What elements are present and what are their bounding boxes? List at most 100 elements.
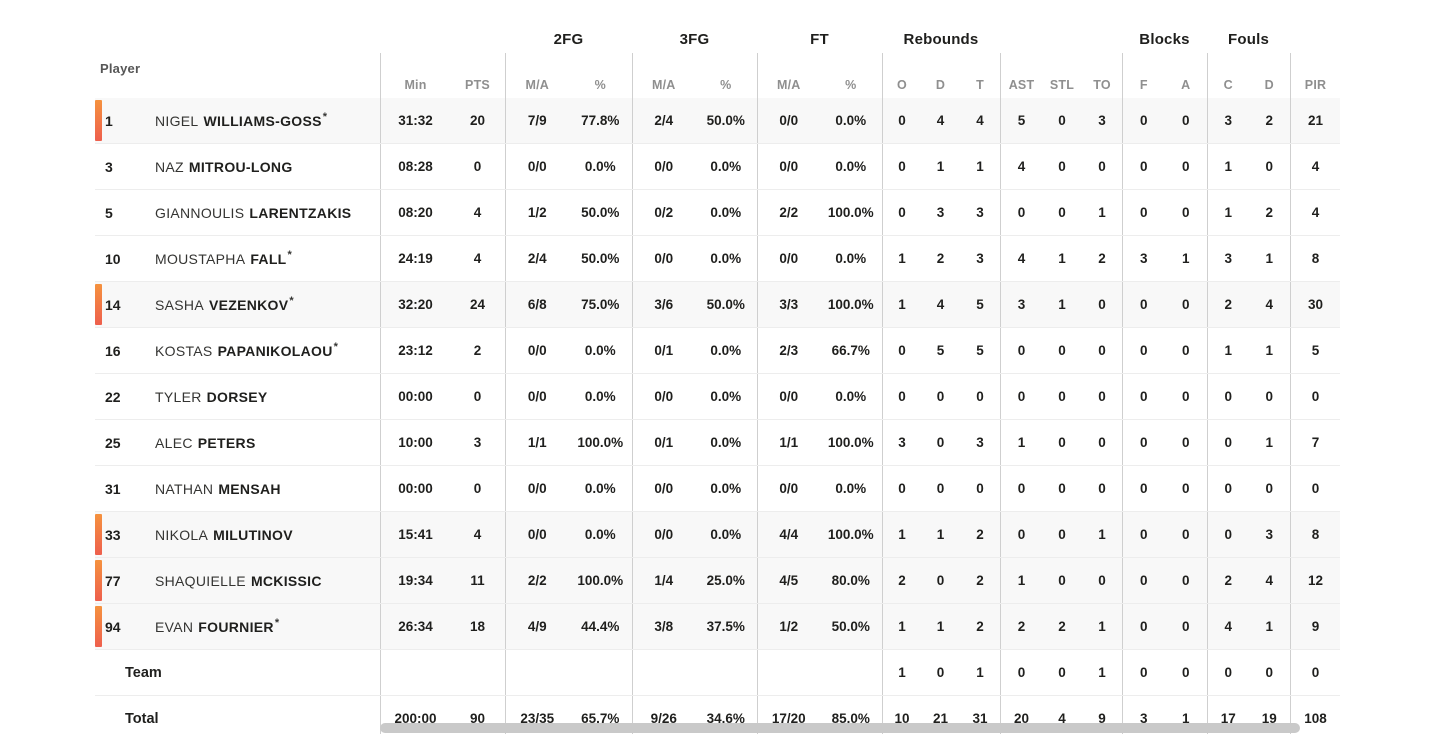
player-first-name: TYLER (155, 388, 202, 405)
stat-ft-pct: 0.0% (835, 159, 867, 174)
jersey-number: 31 (105, 480, 121, 497)
stat-blocks-for: 3 (1122, 696, 1165, 734)
stat-blocks-for: 0 (1122, 144, 1165, 189)
stat-reb-offensive: 0 (882, 374, 921, 419)
jersey-number: 25 (105, 434, 121, 451)
player-first-name: NAZ (155, 158, 184, 175)
player-row[interactable]: 5 GIANNOULIS LARENTZAKIS 08:20 4 1/2 50.0… (95, 190, 1340, 236)
stat-steals: 0 (1058, 113, 1066, 128)
stat-turnovers: 1 (1098, 527, 1106, 542)
player-name[interactable] (162, 665, 167, 681)
stat-reb-defensive: 1 (936, 159, 945, 174)
stat-ft-ma (757, 650, 820, 695)
player-cell: 5 GIANNOULIS LARENTZAKIS (95, 190, 380, 235)
stat-ft-pct: 0.0% (835, 251, 867, 266)
player-row[interactable]: 10 MOUSTAPHA FALL* 24:19 4 2/4 50.0% 0/0 … (95, 236, 1340, 282)
player-name[interactable]: NATHAN MENSAH (155, 481, 281, 497)
stat-reb-defensive: 5 (936, 343, 945, 358)
player-name[interactable]: SHAQUIELLE MCKISSIC (155, 573, 322, 589)
player-name[interactable]: ALEC PETERS (155, 435, 256, 451)
stat-2fg-ma: 1/1 (505, 420, 569, 465)
stat-3fg-ma: 0/0 (632, 374, 695, 419)
stat-reb-defensive: 0 (936, 435, 945, 450)
stat-fouls-committed: 0 (1207, 374, 1249, 419)
player-name[interactable]: TYLER DORSEY (155, 389, 268, 405)
player-row[interactable]: 33 NIKOLA MILUTINOV 15:41 4 0/0 0.0% 0/0 … (95, 512, 1340, 558)
player-row[interactable]: 94 EVAN FOURNIER* 26:34 18 4/9 44.4% 3/8 … (95, 604, 1340, 650)
column-header-blk-f: F (1122, 53, 1165, 98)
stat-pir: 7 (1290, 420, 1340, 465)
stat-fouls-drawn: 3 (1265, 527, 1273, 542)
stat-3fg-pct: 50.0% (706, 113, 745, 128)
player-row[interactable]: 3 NAZ MITROU-LONG 08:28 0 0/0 0.0% 0/0 0.… (95, 144, 1340, 190)
starter-mark: * (287, 248, 293, 261)
stat-2fg-pct: 0.0% (584, 527, 616, 542)
stat-2fg-pct: 44.4% (581, 619, 620, 634)
player-row[interactable]: 25 ALEC PETERS 10:00 3 1/1 100.0% 0/1 0.0… (95, 420, 1340, 466)
stat-fouls-drawn: 4 (1265, 297, 1273, 312)
stat-fouls-drawn: 0 (1265, 665, 1273, 680)
stat-turnovers: 0 (1098, 343, 1106, 358)
row-label: Team (125, 664, 162, 681)
stat-blocks-for: 0 (1122, 420, 1165, 465)
stat-pts: 0 (473, 389, 482, 404)
player-name[interactable]: NIGEL WILLIAMS-GOSS* (155, 111, 327, 129)
player-name[interactable] (159, 711, 164, 727)
stat-pir: 0 (1290, 374, 1340, 419)
player-row[interactable]: 31 NATHAN MENSAH 00:00 0 0/0 0.0% 0/0 0.0… (95, 466, 1340, 512)
stat-reb-total: 2 (976, 527, 984, 542)
stat-turnovers: 1 (1098, 619, 1106, 634)
stat-turnovers: 3 (1098, 113, 1106, 128)
stat-blocks-against: 0 (1181, 573, 1190, 588)
stat-2fg-ma: 0/0 (505, 144, 569, 189)
player-name[interactable]: KOSTAS PAPANIKOLAOU* (155, 341, 338, 359)
stat-reb-offensive: 1 (882, 282, 921, 327)
jersey-number: 10 (105, 250, 121, 267)
stat-assists: 0 (1000, 650, 1042, 695)
stat-steals: 0 (1058, 159, 1066, 174)
player-row[interactable]: 16 KOSTAS PAPANIKOLAOU* 23:12 2 0/0 0.0% … (95, 328, 1340, 374)
stat-turnovers: 1 (1098, 205, 1106, 220)
player-name[interactable]: MOUSTAPHA FALL* (155, 248, 293, 267)
stat-2fg-pct: 77.8% (581, 113, 620, 128)
player-cell: 16 KOSTAS PAPANIKOLAOU* (95, 328, 380, 373)
player-name[interactable]: SASHA VEZENKOV* (155, 295, 294, 313)
stat-blocks-for: 0 (1122, 190, 1165, 235)
player-row[interactable]: 77 SHAQUIELLE MCKISSIC 19:34 11 2/2 100.0… (95, 558, 1340, 604)
stat-3fg-pct: 0.0% (710, 435, 742, 450)
stat-pts: 3 (473, 435, 482, 450)
player-first-name: NATHAN (155, 480, 214, 497)
stat-ft-pct: 80.0% (831, 573, 870, 588)
stat-reb-total: 2 (976, 619, 984, 634)
player-name[interactable]: NAZ MITROU-LONG (155, 159, 293, 175)
on-court-marker (95, 560, 102, 601)
stat-min: 32:20 (380, 282, 450, 327)
player-last-name: MENSAH (218, 480, 281, 497)
stat-reb-defensive: 0 (936, 389, 945, 404)
stat-pir: 21 (1290, 98, 1340, 143)
stat-turnovers: 1 (1098, 665, 1106, 680)
stat-reb-total: 0 (976, 389, 984, 404)
player-row[interactable]: 1 NIGEL WILLIAMS-GOSS* 31:32 20 7/9 77.8%… (95, 98, 1340, 144)
group-header-row: 2FG 3FG FT Rebounds Blocks Fouls (95, 25, 1340, 53)
player-row[interactable]: 14 SASHA VEZENKOV* 32:20 24 6/8 75.0% 3/6… (95, 282, 1340, 328)
stat-turnovers: 0 (1098, 297, 1106, 312)
group-header-rebounds: Rebounds (903, 31, 979, 48)
stat-min: 24:19 (380, 236, 450, 281)
player-first-name: NIKOLA (155, 526, 209, 543)
stat-3fg-ma: 2/4 (632, 98, 695, 143)
horizontal-scrollbar-thumb[interactable] (380, 723, 1300, 733)
player-name[interactable]: EVAN FOURNIER* (155, 617, 279, 635)
player-name[interactable]: GIANNOULIS LARENTZAKIS (155, 205, 351, 221)
stat-blocks-for: 0 (1122, 374, 1165, 419)
group-header-blocks: Blocks (1139, 31, 1190, 48)
stat-blocks-for: 0 (1122, 98, 1165, 143)
stat-2fg-pct: 0.0% (584, 481, 616, 496)
player-last-name: FALL (250, 250, 287, 267)
stat-ft-pct: 66.7% (831, 343, 870, 358)
player-row[interactable]: 22 TYLER DORSEY 00:00 0 0/0 0.0% 0/0 0.0%… (95, 374, 1340, 420)
stat-2fg-pct: 50.0% (581, 205, 620, 220)
player-first-name: GIANNOULIS (155, 204, 245, 221)
column-header-ft-pct: % (845, 78, 857, 92)
player-name[interactable]: NIKOLA MILUTINOV (155, 527, 293, 543)
